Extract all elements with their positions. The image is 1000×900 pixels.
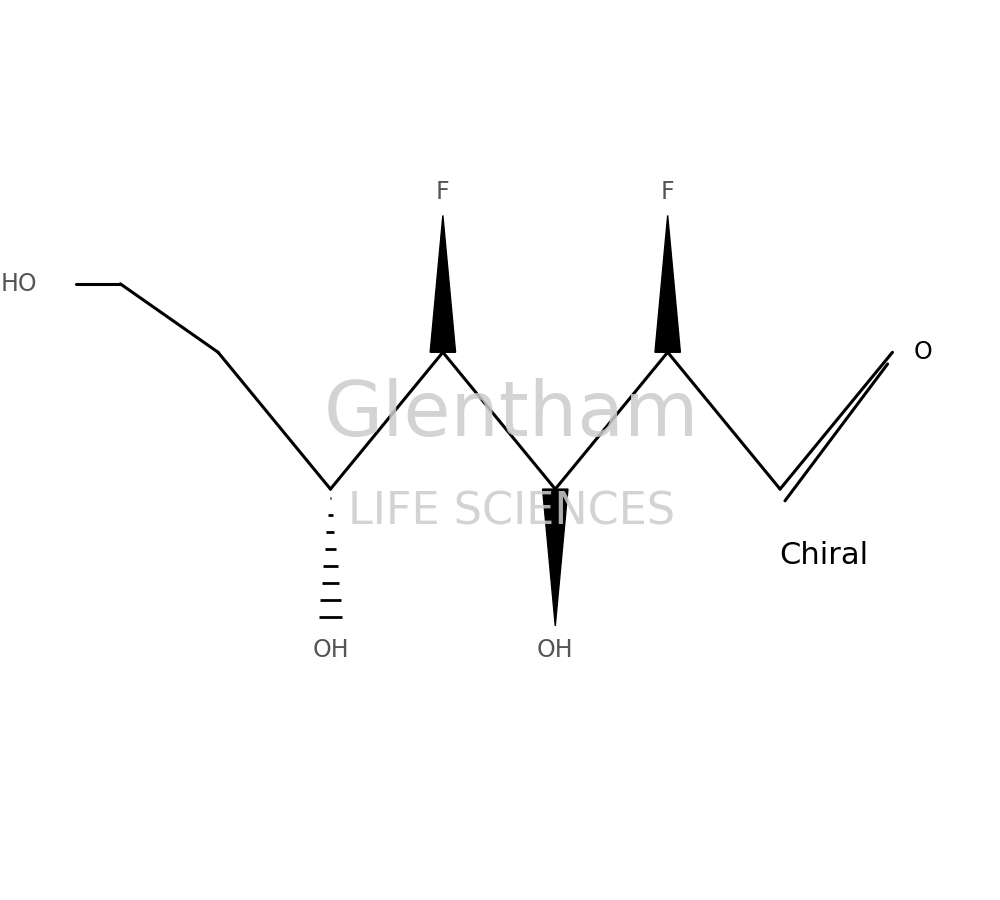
- Text: OH: OH: [312, 638, 349, 662]
- Text: Chiral: Chiral: [780, 541, 869, 570]
- Text: Glentham: Glentham: [324, 378, 699, 452]
- Polygon shape: [655, 215, 680, 352]
- Text: O: O: [914, 340, 933, 364]
- Text: HO: HO: [1, 272, 37, 296]
- Polygon shape: [430, 215, 456, 352]
- Polygon shape: [543, 489, 568, 626]
- Text: F: F: [436, 180, 450, 203]
- Text: OH: OH: [537, 638, 574, 662]
- Text: LIFE SCIENCES: LIFE SCIENCES: [348, 491, 675, 533]
- Text: F: F: [661, 180, 674, 203]
